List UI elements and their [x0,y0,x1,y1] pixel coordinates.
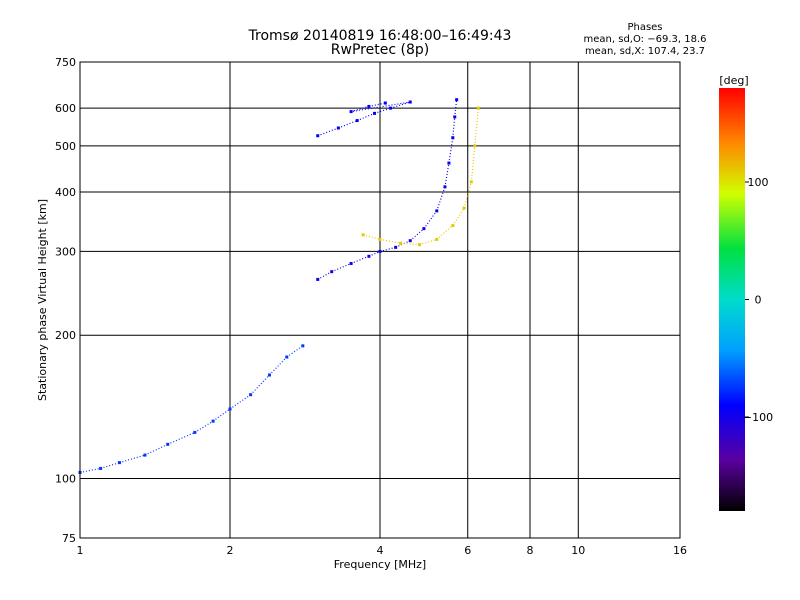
trace-segment-series-2 [452,116,456,138]
y-tick-label: 300 [55,245,76,258]
y-tick-label: 500 [55,140,76,153]
trace-segment-series-1 [269,356,288,376]
trace-segment-series-4 [317,127,339,137]
data-point-series-4 [383,101,387,105]
y-tick-label: 400 [55,186,76,199]
trace-segment-series-2 [409,228,425,242]
x-tick-label: 2 [227,544,234,557]
trace-segment-series-4 [350,105,370,113]
phases-x-stats: mean, sd,X: 107.4, 23.7 [584,46,706,57]
data-point-series-3 [476,106,480,110]
trace-segment-series-4 [374,107,391,114]
trace-segment-series-1 [167,431,196,445]
colorbar-tick-label: 100 [748,176,769,189]
x-tick-label: 4 [377,544,384,557]
x-tick-label: 1 [77,544,84,557]
colorbar-tick-label: −100 [743,411,773,424]
axis-ticks: 1 2 4 6 8 10 16 75 100 200 300 400 500 600 750 [55,56,687,557]
trace-segment-series-2 [317,271,333,280]
x-axis-title: Frequency [MHz] [334,558,426,571]
trace-segment-series-2 [331,262,352,273]
y-tick-label: 750 [55,56,76,69]
trace-segment-series-3 [419,238,437,246]
trace-segment-series-4 [338,119,358,129]
colorbar [719,88,745,511]
trace-segment-series-3 [400,242,420,246]
trace-segment-series-3 [474,108,479,146]
data-point-series-2 [455,98,459,102]
trace-segment-series-1 [144,443,169,456]
trace-segment-series-3 [436,225,454,240]
colorbar-tick-label: 0 [755,294,762,307]
data-point-series-1 [301,344,305,348]
trace-segment-series-1 [212,408,231,422]
trace-segment-series-3 [379,238,401,244]
trace-segment-series-3 [470,145,476,182]
trace-segment-series-1 [286,345,304,358]
grid-lines [80,62,680,538]
data-points [78,98,480,474]
y-tick-label: 100 [55,473,76,486]
trace-segment-series-2 [395,240,411,248]
trace-segment-series-1 [119,454,146,464]
trace-segment-series-2 [423,210,438,229]
trace-segment-series-2 [379,246,396,252]
x-tick-label: 16 [673,544,687,557]
x-tick-label: 8 [527,544,534,557]
colorbar-label: [deg] [719,74,748,87]
trace-segment-series-4 [390,101,411,109]
y-tick-label: 75 [62,532,76,545]
trace-segment-series-3 [362,234,381,240]
trace-segment-series-2 [368,250,381,257]
y-tick-label: 600 [55,102,76,115]
chart-subtitle: RwPretec (8p) [330,42,430,58]
trace-segment-series-2 [444,162,450,187]
trace-segment-series-4 [351,101,411,113]
x-tick-label: 6 [464,544,471,557]
y-tick-label: 200 [55,329,76,342]
trace-segment-series-2 [448,137,454,164]
trace-segment-series-2 [436,186,446,212]
x-tick-label: 10 [571,544,585,557]
trace-segment-series-2 [350,255,370,265]
phases-o-stats: mean, sd,O: −69.3, 18.6 [583,34,707,45]
chart-title: Tromsø 20140819 16:48:00–16:49:43 [248,28,512,44]
trace-segment-series-3 [452,207,465,226]
phases-title: Phases [627,22,663,33]
plot-frame [79,61,681,539]
trace-segment-series-1 [194,420,214,433]
y-axis-title: Stationary phase Virtual Height [km] [36,199,49,401]
trace-segment-series-4 [356,112,375,122]
trace-segment-series-1 [79,467,101,474]
trace-segment-series-1 [250,374,270,396]
colorbar-ticks: 100 0 −100 [743,176,773,424]
trace-segment-series-1 [229,394,251,410]
trace-segment-series-1 [100,462,120,470]
